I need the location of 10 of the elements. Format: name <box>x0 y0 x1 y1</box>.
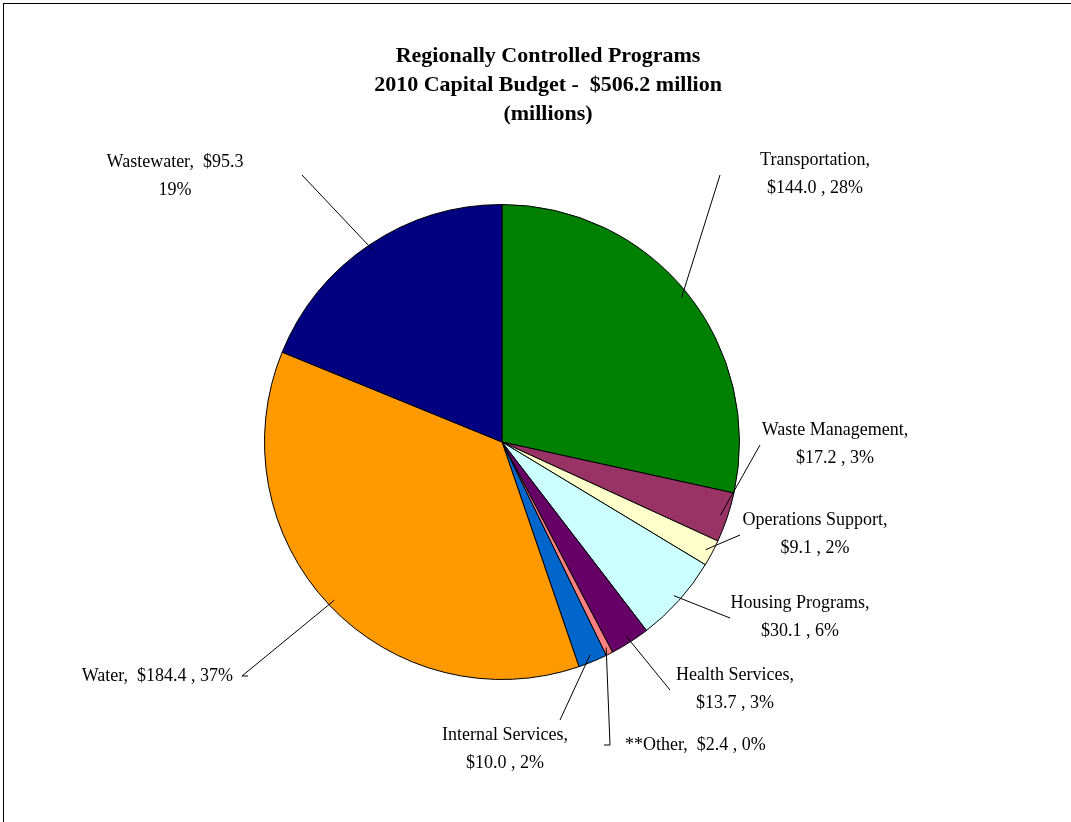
slice-label: **Other, $2.4 , 0% <box>625 733 766 754</box>
slice-label: Internal Services, $10.0 , 2% <box>442 723 568 772</box>
slice-label: Housing Programs, $30.1 , 6% <box>730 591 870 640</box>
slice-label: Wastewater, $95.3 19% <box>106 150 244 199</box>
slice-label: Health Services, $13.7 , 3% <box>676 663 794 712</box>
slice-label: Operations Support, $9.1 , 2% <box>742 508 888 557</box>
slice-label: Transportation, $144.0 , 28% <box>760 148 870 197</box>
slice-label: Waste Management, $17.2 , 3% <box>761 418 909 467</box>
chart-title: Regionally Controlled Programs 2010 Capital Budget - $506.2 million (millions) <box>374 41 722 125</box>
slice-label: Water, $184.4 , 37% <box>81 664 233 685</box>
